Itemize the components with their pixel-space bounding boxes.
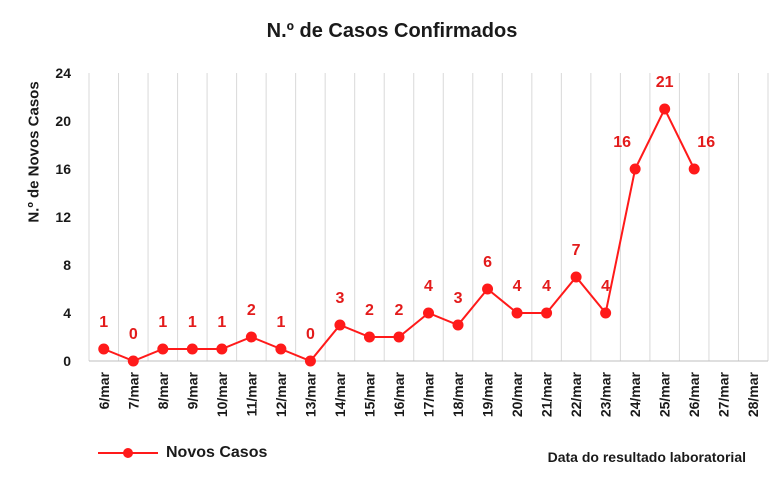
x-tick-label: 9/mar: [184, 371, 200, 409]
x-tick-label: 27/mar: [716, 371, 732, 417]
data-point: [393, 331, 405, 343]
chart-title: N.º de Casos Confirmados: [266, 20, 518, 42]
x-tick-label: 14/mar: [332, 371, 348, 417]
data-point: [157, 343, 169, 355]
data-label: 7: [572, 242, 581, 259]
y-tick-label: 20: [55, 113, 71, 129]
data-label: 4: [424, 278, 433, 295]
data-label: 1: [276, 314, 285, 331]
x-tick-label: 8/mar: [155, 371, 171, 409]
data-label: 3: [335, 290, 344, 307]
data-point: [570, 271, 582, 283]
x-tick-label: 13/mar: [302, 371, 318, 417]
data-label: 1: [158, 314, 167, 331]
data-point: [275, 343, 287, 355]
data-point: [304, 355, 316, 367]
x-tick-label: 16/mar: [391, 371, 407, 417]
y-tick-label: 0: [63, 353, 71, 369]
data-point: [629, 163, 641, 175]
data-label: 6: [483, 254, 492, 271]
x-tick-label: 25/mar: [657, 371, 673, 417]
x-tick-label: 7/mar: [125, 371, 141, 409]
x-tick-label: 17/mar: [421, 371, 437, 417]
x-tick-label: 12/mar: [273, 371, 289, 417]
x-tick-label: 18/mar: [450, 371, 466, 417]
data-label: 2: [365, 302, 374, 319]
data-point: [334, 319, 346, 331]
data-point: [600, 307, 612, 319]
x-tick-label: 28/mar: [745, 371, 761, 417]
data-label: 4: [513, 278, 522, 295]
data-point: [216, 343, 228, 355]
data-label: 1: [99, 314, 108, 331]
data-label: 21: [656, 74, 674, 91]
x-tick-label: 24/mar: [627, 371, 643, 417]
data-label: 0: [306, 326, 315, 343]
x-tick-label: 26/mar: [686, 371, 702, 417]
x-tick-label: 19/mar: [480, 371, 496, 417]
data-point: [186, 343, 198, 355]
legend-label: Novos Casos: [166, 444, 268, 461]
data-point: [98, 343, 110, 355]
data-label: 4: [601, 278, 610, 295]
data-point: [688, 163, 700, 175]
y-tick-label: 16: [55, 161, 71, 177]
data-label: 1: [217, 314, 226, 331]
data-point: [363, 331, 375, 343]
data-label: 2: [247, 302, 256, 319]
legend: Novos Casos: [98, 442, 267, 464]
x-tick-label: 10/mar: [214, 371, 230, 417]
data-label: 16: [613, 134, 631, 151]
x-tick-label: 21/mar: [539, 371, 555, 417]
x-tick-label: 22/mar: [568, 371, 584, 417]
data-label: 2: [395, 302, 404, 319]
x-axis-title: Data do resultado laboratorial: [547, 449, 746, 465]
x-tick-label: 11/mar: [243, 371, 259, 416]
x-tick-label: 23/mar: [598, 371, 614, 417]
data-point: [511, 307, 523, 319]
data-point: [127, 355, 139, 367]
data-label: 16: [697, 134, 715, 151]
y-tick-label: 24: [55, 65, 71, 81]
data-point: [423, 307, 434, 319]
x-tick-label: 15/mar: [361, 371, 377, 417]
data-point: [541, 307, 553, 319]
x-tick-label: 20/mar: [509, 371, 525, 417]
data-label: 3: [454, 290, 463, 307]
x-tick-label: 6/mar: [96, 371, 112, 409]
data-point: [659, 103, 671, 115]
y-tick-label: 4: [63, 305, 71, 321]
legend-marker: [98, 442, 158, 464]
data-label: 1: [188, 314, 197, 331]
data-point: [482, 283, 494, 295]
data-point: [245, 331, 257, 343]
data-label: 4: [542, 278, 551, 295]
data-label: 0: [129, 326, 138, 343]
y-tick-label: 8: [63, 257, 71, 273]
y-tick-label: 12: [55, 209, 71, 225]
data-point: [452, 319, 464, 331]
